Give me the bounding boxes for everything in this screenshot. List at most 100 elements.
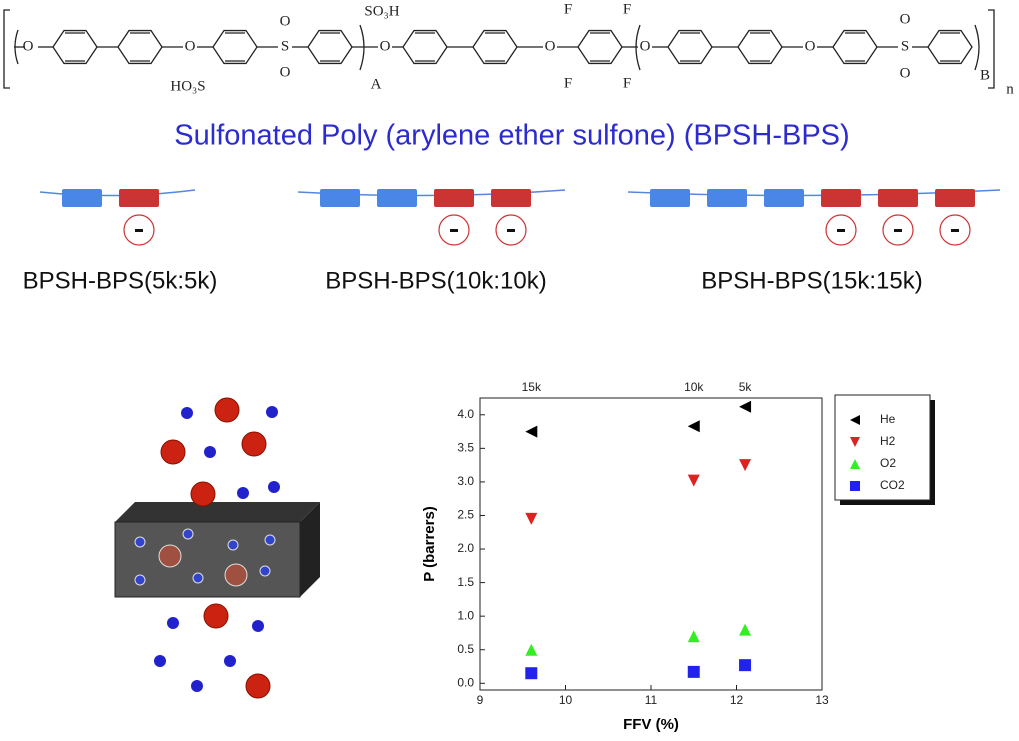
- block-diagrams: BPSH-BPS(5k:5k) BPSH-BPS(10k:10k) BPSH-BPS…: [23, 189, 1001, 294]
- y-tick-label: 1.5: [457, 575, 474, 589]
- legend-label: O2: [880, 456, 896, 470]
- charged-block: [878, 189, 918, 207]
- point: [687, 665, 700, 678]
- point: [687, 474, 700, 487]
- atom-label: F: [623, 75, 631, 91]
- neutral-block: [320, 189, 360, 207]
- charge: [495, 214, 527, 246]
- membrane-illustration: [114, 397, 320, 699]
- top-label: 5k: [739, 380, 753, 394]
- point: [739, 459, 752, 472]
- legend-marker: [850, 481, 860, 491]
- bracket: [3, 9, 10, 89]
- y-tick-label: 1.0: [457, 608, 474, 622]
- neutral-block: [377, 189, 417, 207]
- y-tick-label: 0.5: [457, 642, 474, 656]
- x-tick-label: 13: [815, 693, 829, 707]
- neutral-block: [764, 189, 804, 207]
- y-tick-label: 4.0: [457, 407, 474, 421]
- x-axis-label: FFV (%): [623, 716, 679, 733]
- bracket: [635, 24, 641, 71]
- atom-label: O: [545, 38, 556, 54]
- bracket: [974, 24, 980, 71]
- charge: [438, 214, 470, 246]
- atom-label: F: [564, 1, 572, 17]
- legend-label: H2: [880, 434, 896, 448]
- y-tick-label: 2.0: [457, 541, 474, 555]
- bracket: [359, 24, 365, 71]
- block-label: BPSH-BPS(15k:15k): [701, 267, 922, 294]
- atom-label: B: [980, 67, 990, 83]
- atom-label: S: [901, 38, 909, 54]
- ring: [307, 29, 353, 65]
- ring: [212, 29, 258, 65]
- atom-label: HO₃S: [170, 78, 205, 94]
- atom-label: A: [371, 76, 382, 92]
- atom-label: O: [280, 64, 291, 80]
- charged-block: [434, 189, 474, 207]
- top-label: 10k: [684, 380, 704, 394]
- x-tick-label: 11: [645, 693, 658, 707]
- ring: [927, 29, 973, 65]
- point: [739, 400, 752, 413]
- y-axis-label: P (barrers): [421, 506, 438, 582]
- x-tick-label: 10: [559, 693, 573, 707]
- atom-label: O: [640, 38, 651, 54]
- bracket: [988, 9, 995, 89]
- point: [687, 420, 700, 433]
- atom-label: O: [900, 65, 911, 81]
- neutral-block: [707, 189, 747, 207]
- legend-marker: [850, 415, 860, 425]
- point: [525, 643, 538, 656]
- x-tick-label: 9: [477, 693, 484, 707]
- point: [739, 659, 752, 672]
- ring: [737, 29, 783, 65]
- ring: [667, 29, 713, 65]
- minus-sign: [450, 229, 458, 232]
- y-tick-label: 2.5: [457, 508, 474, 522]
- charged-block: [821, 189, 861, 207]
- top-label: 15k: [522, 380, 542, 394]
- charge: [882, 214, 914, 246]
- atom-label: n: [1006, 81, 1014, 97]
- charge: [825, 214, 857, 246]
- point: [525, 425, 538, 438]
- atom-label: O: [23, 38, 34, 54]
- minus-sign: [507, 229, 515, 232]
- point: [687, 630, 700, 643]
- ring: [117, 29, 163, 65]
- atom-label: O: [900, 11, 911, 27]
- ring: [52, 29, 98, 65]
- ring: [472, 29, 518, 65]
- block-label: BPSH-BPS(5k:5k): [23, 267, 218, 294]
- y-tick-label: 0.0: [457, 675, 474, 689]
- atom-label: F: [564, 75, 572, 91]
- ring: [832, 29, 878, 65]
- y-tick-label: 3.0: [457, 474, 474, 488]
- point: [525, 512, 538, 525]
- ring: [402, 29, 448, 65]
- charge: [123, 214, 155, 246]
- chart: 9 10 11 12 13 0.0 0.5 1.0 1.5 2.0 2.5 3.0 3.5 4.0 15k 1…: [421, 380, 935, 733]
- charged-block: [935, 189, 975, 207]
- point: [525, 667, 538, 680]
- legend-label: CO2: [880, 478, 905, 492]
- neutral-block: [650, 189, 690, 207]
- legend-marker: [850, 437, 860, 447]
- neutral-block: [62, 189, 102, 207]
- minus-sign: [894, 229, 902, 232]
- legend-label: He: [880, 412, 896, 426]
- minus-sign: [951, 229, 959, 232]
- atom-label: O: [280, 13, 291, 29]
- charge: [939, 214, 971, 246]
- chain: [39, 189, 196, 197]
- title: Sulfonated Poly (arylene ether sulfone) …: [174, 120, 849, 152]
- atom-label: S: [281, 38, 289, 54]
- bracket: [14, 29, 19, 65]
- minus-sign: [135, 229, 143, 232]
- x-tick-label: 12: [730, 693, 744, 707]
- atom-label: F: [623, 1, 631, 17]
- point: [739, 623, 752, 636]
